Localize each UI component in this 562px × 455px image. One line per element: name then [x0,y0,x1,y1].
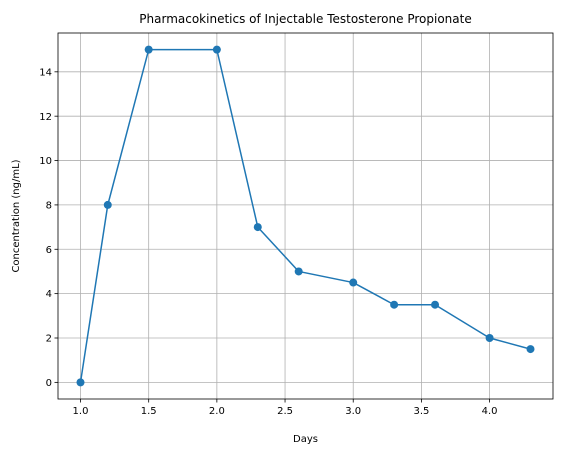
data-point [212,45,221,54]
x-tick-label: 3.5 [413,406,429,417]
ticks: 1.0 1.5 2.0 2.5 3.0 3.5 4.0 0 2 4 6 8 10 12 14 [39,67,497,417]
data-point [485,334,494,342]
y-tick-label: 2 [46,334,52,345]
data-point [431,300,440,309]
x-axis-label: Days [293,434,318,445]
plot-frame [57,32,554,400]
data-point [390,300,399,309]
y-tick-label: 8 [46,201,52,212]
x-tick-label: 2.0 [209,406,225,417]
y-tick-label: 10 [39,156,52,167]
grid [58,33,553,399]
y-tick-label: 0 [46,378,52,389]
data-point [349,278,358,287]
x-tick-label: 1.0 [73,406,89,417]
x-tick-label: 3.0 [345,406,361,417]
y-axis-label: Concentration (ng/mL) [11,159,22,272]
x-tick-label: 4.0 [482,406,498,417]
series-layer [76,45,535,387]
data-point [253,223,262,232]
data-point [103,200,112,209]
y-tick-label: 12 [39,112,52,123]
x-tick-label: 1.5 [141,406,157,417]
data-point [76,378,85,387]
data-point [144,45,153,54]
data-point [294,267,303,276]
x-tick-label: 2.5 [277,406,293,417]
chart-title: Pharmacokinetics of Injectable Testoster… [139,12,471,26]
series-line [79,48,531,383]
y-tick-label: 6 [46,245,52,256]
y-tick-label: 14 [39,67,52,78]
data-point [526,345,535,354]
y-tick-label: 4 [46,289,52,300]
